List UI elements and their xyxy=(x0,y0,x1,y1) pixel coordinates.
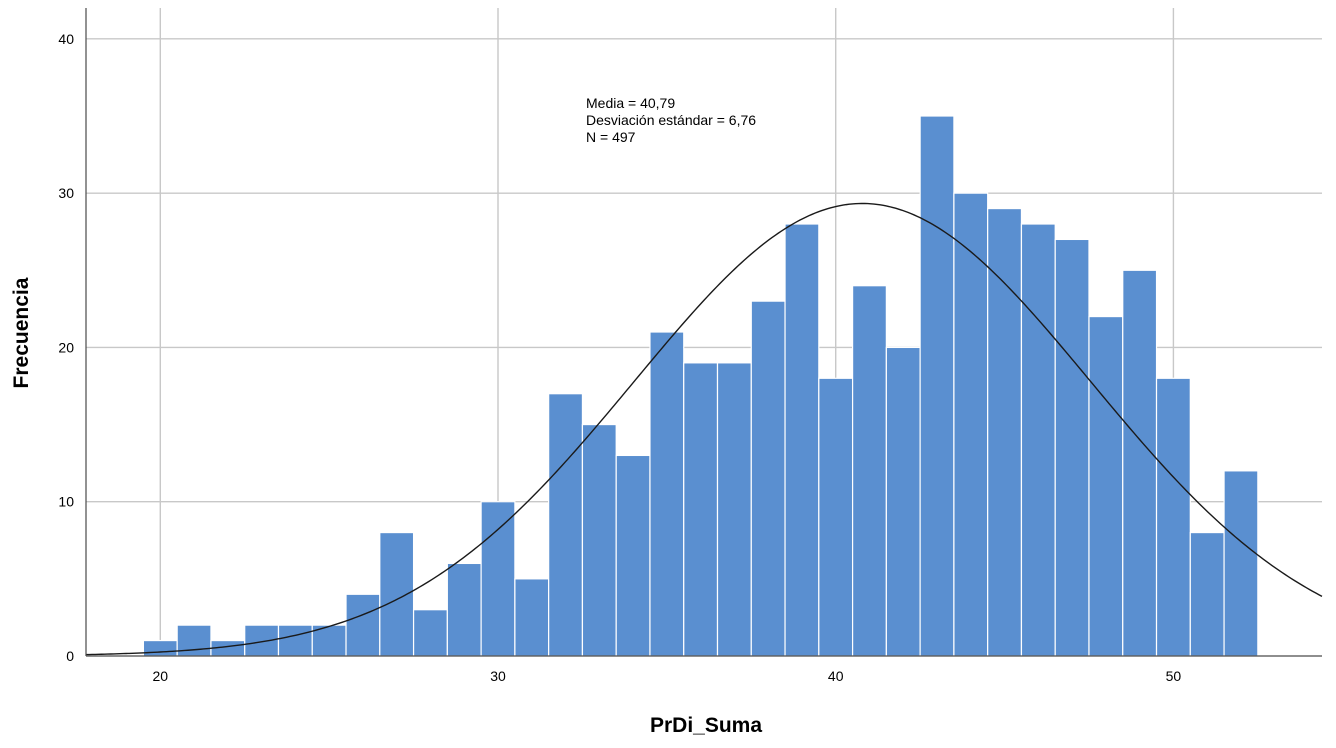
stats-mean: Media = 40,79 xyxy=(586,95,675,111)
bar-32 xyxy=(548,393,584,657)
bar-41 xyxy=(851,285,887,657)
bar-42 xyxy=(885,346,921,657)
bar-23 xyxy=(244,624,280,657)
bar-31 xyxy=(514,578,550,657)
stats-box: Media = 40,79 Desviación estándar = 6,76… xyxy=(586,95,756,145)
bar-45 xyxy=(987,207,1023,657)
y-axis-title: Frecuencia xyxy=(10,277,33,388)
bar-28 xyxy=(412,609,448,657)
bar-52 xyxy=(1223,470,1259,657)
bar-34 xyxy=(615,454,651,657)
x-axis-title: PrDi_Suma xyxy=(650,714,762,737)
bar-36 xyxy=(683,362,719,657)
bar-44 xyxy=(953,192,989,657)
y-tick-label-0: 0 xyxy=(66,648,74,664)
normal-curve xyxy=(85,202,1323,656)
bar-49 xyxy=(1122,269,1158,657)
bar-47 xyxy=(1054,238,1090,657)
y-tick-label-20: 20 xyxy=(58,339,74,355)
bar-38 xyxy=(750,300,786,657)
bar-35 xyxy=(649,331,685,657)
y-tick-label-30: 30 xyxy=(58,185,74,201)
normal-curve-layer xyxy=(85,202,1323,656)
bar-33 xyxy=(581,423,617,657)
y-tick-label-10: 10 xyxy=(58,494,74,510)
bar-37 xyxy=(716,362,752,657)
x-tick-label-20: 20 xyxy=(153,668,169,684)
bar-51 xyxy=(1189,531,1225,657)
x-tick-label-30: 30 xyxy=(490,668,506,684)
y-tick-label-40: 40 xyxy=(58,31,74,47)
stats-sd: Desviación estándar = 6,76 xyxy=(586,112,756,128)
bar-21 xyxy=(176,624,212,657)
bar-29 xyxy=(446,562,482,657)
bar-27 xyxy=(379,531,415,657)
bar-50 xyxy=(1155,377,1191,657)
x-tick-label-50: 50 xyxy=(1166,668,1182,684)
x-tick-label-40: 40 xyxy=(828,668,844,684)
bar-30 xyxy=(480,501,516,657)
stats-n: N = 497 xyxy=(586,129,636,145)
tick-labels: 0 10 20 30 40 20 30 40 50 xyxy=(58,31,1181,684)
bar-40 xyxy=(818,377,854,657)
bar-24 xyxy=(277,624,313,657)
axes xyxy=(85,8,1322,657)
bars xyxy=(142,115,1259,657)
bar-43 xyxy=(919,115,955,657)
bar-48 xyxy=(1088,315,1124,657)
bar-39 xyxy=(784,223,820,657)
bar-20 xyxy=(142,639,178,657)
bar-26 xyxy=(345,593,381,657)
bar-46 xyxy=(1020,223,1056,657)
